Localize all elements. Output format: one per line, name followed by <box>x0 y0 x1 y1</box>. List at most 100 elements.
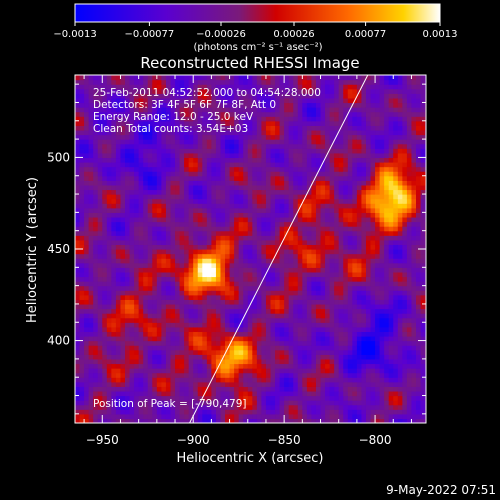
heatmap-cell <box>361 221 367 227</box>
heatmap-cell <box>111 363 117 369</box>
heatmap-cell <box>129 395 135 401</box>
heatmap-cell <box>138 88 144 94</box>
heatmap-cell <box>79 294 85 300</box>
heatmap-cell <box>211 203 217 209</box>
heatmap-cell <box>284 326 290 333</box>
heatmap-cell <box>84 258 90 264</box>
heatmap-cell <box>211 157 217 163</box>
heatmap-cell <box>175 157 181 163</box>
heatmap-cell <box>84 93 90 99</box>
heatmap-cell <box>338 299 344 305</box>
heatmap-cell <box>320 381 326 387</box>
heatmap-cell <box>361 134 367 140</box>
heatmap-cell <box>211 331 217 337</box>
heatmap-cell <box>152 381 158 387</box>
heatmap-cell <box>188 139 194 145</box>
heatmap-cell <box>193 322 199 328</box>
heatmap-cell <box>161 152 167 159</box>
heatmap-cell <box>165 267 172 273</box>
heatmap-cell <box>147 400 153 406</box>
heatmap-cell <box>288 148 294 154</box>
heatmap-cell <box>84 139 90 145</box>
heatmap-cell <box>270 276 276 282</box>
heatmap-cell <box>243 303 249 310</box>
heatmap-cell <box>179 180 185 186</box>
heatmap-cell <box>293 171 299 177</box>
heatmap-cell <box>206 207 212 213</box>
heatmap-cell <box>84 271 90 278</box>
heatmap-cell <box>84 336 90 342</box>
heatmap-cell <box>270 413 276 420</box>
heatmap-cell <box>229 372 235 378</box>
heatmap-cell <box>152 400 158 406</box>
heatmap-cell <box>234 198 240 204</box>
heatmap-cell <box>161 258 167 264</box>
heatmap-cell <box>165 349 172 355</box>
heatmap-cell <box>284 207 290 213</box>
heatmap-cell <box>97 180 103 186</box>
heatmap-cell <box>120 162 126 168</box>
heatmap-cell <box>84 308 90 314</box>
heatmap-cell <box>297 299 303 305</box>
heatmap-cell <box>356 111 363 117</box>
heatmap-cell <box>111 262 117 268</box>
heatmap-cell <box>152 249 158 255</box>
heatmap-cell <box>165 162 172 168</box>
heatmap-cell <box>370 372 376 378</box>
heatmap-cell <box>365 381 372 387</box>
heatmap-cell <box>320 198 326 204</box>
heatmap-cell <box>297 116 303 122</box>
heatmap-cell <box>129 143 135 149</box>
heatmap-cell <box>361 345 367 351</box>
heatmap-cell <box>238 267 244 273</box>
heatmap-cell <box>315 303 322 310</box>
heatmap-cell <box>311 358 317 365</box>
heatmap-cell <box>138 111 144 117</box>
heatmap-cell <box>302 299 308 305</box>
heatmap-cell <box>202 354 208 360</box>
heatmap-cell <box>265 129 272 136</box>
heatmap-cell <box>115 409 122 415</box>
heatmap-cell <box>325 267 331 273</box>
heatmap-cell <box>279 216 285 223</box>
heatmap-cell <box>215 262 222 268</box>
heatmap-cell <box>365 221 372 227</box>
heatmap-cell <box>243 239 249 246</box>
heatmap-cell <box>284 184 290 191</box>
heatmap-cell <box>138 386 144 392</box>
heatmap-cell <box>170 244 176 250</box>
heatmap-cell <box>193 418 199 423</box>
heatmap-cell <box>243 317 249 323</box>
heatmap-cell <box>279 308 285 314</box>
heatmap-cell <box>361 363 367 369</box>
heatmap-cell <box>306 395 313 401</box>
heatmap-cell <box>343 152 349 159</box>
heatmap-cell <box>365 331 372 337</box>
heatmap-cell <box>88 107 94 113</box>
heatmap-cell <box>247 253 253 259</box>
heatmap-cell <box>152 235 158 241</box>
heatmap-cell <box>93 363 99 369</box>
heatmap-cell <box>184 120 190 126</box>
heatmap-cell <box>93 88 99 94</box>
heatmap-cell <box>306 322 313 328</box>
heatmap-cell <box>347 368 353 374</box>
heatmap-cell <box>279 194 285 200</box>
heatmap-cell <box>88 395 94 401</box>
heatmap-cell <box>302 221 308 227</box>
heatmap-cell <box>220 221 226 227</box>
heatmap-cell <box>179 395 185 401</box>
heatmap-cell <box>165 281 172 287</box>
heatmap-cell <box>147 336 153 342</box>
heatmap-cell <box>197 336 203 342</box>
heatmap-cell <box>129 239 135 246</box>
heatmap-cell <box>79 148 85 154</box>
heatmap-cell <box>215 299 222 305</box>
heatmap-cell <box>93 102 99 108</box>
heatmap-cell <box>265 166 272 172</box>
heatmap-cell <box>347 143 353 149</box>
heatmap-cell <box>370 322 376 328</box>
heatmap-cell <box>315 413 322 420</box>
heatmap-cell <box>315 97 322 104</box>
heatmap-cell <box>152 120 158 126</box>
